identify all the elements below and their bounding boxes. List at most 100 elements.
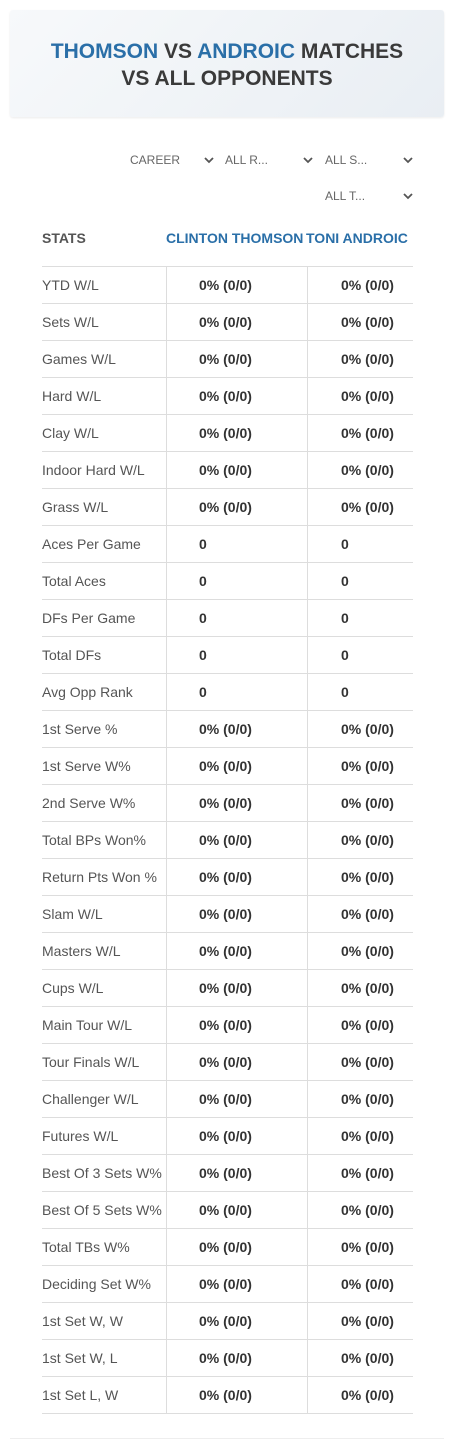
stat-label: Masters W/L xyxy=(42,933,167,969)
stat-value: 0% (0/0) xyxy=(341,1054,394,1070)
stat-label: Indoor Hard W/L xyxy=(42,452,167,488)
column-header[interactable]: TONI ANDROIC xyxy=(306,230,408,246)
stat-value: 0% (0/0) xyxy=(167,1340,308,1376)
chevron xyxy=(303,157,313,164)
stat-value: 0% (0/0) xyxy=(341,832,394,848)
stat-value: 0% (0/0) xyxy=(341,721,394,737)
stat-value: 0% (0/0) xyxy=(341,1313,394,1329)
stat-label: Total BPs Won% xyxy=(42,822,167,858)
column-header[interactable]: CLINTON THOMSON xyxy=(166,230,304,246)
stat-value: 0 xyxy=(341,573,349,589)
stat-label: Clay W/L xyxy=(42,415,167,451)
stat-value: 0% (0/0) xyxy=(167,1377,308,1413)
chevron xyxy=(204,157,214,164)
dropdown-label: CAREER xyxy=(130,153,181,167)
stat-row: Avg Opp Rank 0 0 xyxy=(42,674,413,711)
title-vs: VS xyxy=(163,40,192,63)
dropdown[interactable]: ALL S... xyxy=(325,150,413,170)
stat-value: 0% (0/0) xyxy=(341,795,394,811)
stat-value: 0% (0/0) xyxy=(167,970,308,1006)
stat-value: 0% (0/0) xyxy=(167,1081,308,1117)
stat-row: Futures W/L 0% (0/0) 0% (0/0) xyxy=(42,1118,413,1155)
stat-value: 0% (0/0) xyxy=(167,489,308,525)
stat-row: 1st Serve W% 0% (0/0) 0% (0/0) xyxy=(42,748,413,785)
dropdown-label: ALL R... xyxy=(225,153,268,167)
dropdown[interactable]: ALL R... xyxy=(225,150,313,170)
stat-label: Best Of 5 Sets W% xyxy=(42,1192,167,1228)
stat-label: 1st Set W, L xyxy=(42,1340,167,1376)
stat-value: 0% (0/0) xyxy=(341,1350,394,1366)
stat-label: Games W/L xyxy=(42,341,167,377)
stat-value: 0% (0/0) xyxy=(341,314,394,330)
chevron xyxy=(403,157,413,164)
dropdown-label: ALL T... xyxy=(325,189,366,203)
stat-value: 0% (0/0) xyxy=(341,388,394,404)
dropdown[interactable]: CAREER xyxy=(130,150,214,170)
title-text: MATCHES xyxy=(300,40,404,63)
stat-value: 0% (0/0) xyxy=(341,277,394,293)
chevron xyxy=(403,193,413,200)
stat-value: 0% (0/0) xyxy=(167,452,308,488)
stat-row: Aces Per Game 0 0 xyxy=(42,526,413,563)
stat-value: 0 xyxy=(167,526,308,562)
stat-label: Total Aces xyxy=(42,563,167,599)
header: THOMSON VS ANDROIC MATCHES VS ALL OPPONEN… xyxy=(10,10,444,117)
stat-label: 1st Set L, W xyxy=(42,1377,167,1413)
stat-label: Grass W/L xyxy=(42,489,167,525)
stat-value: 0% (0/0) xyxy=(167,1007,308,1043)
stat-value: 0 xyxy=(341,647,349,663)
stat-row: Slam W/L 0% (0/0) 0% (0/0) xyxy=(42,896,413,933)
dropdown[interactable]: ALL T... xyxy=(325,186,413,206)
stat-label: Slam W/L xyxy=(42,896,167,932)
stat-value: 0% (0/0) xyxy=(167,822,308,858)
stat-value: 0 xyxy=(167,563,308,599)
stat-label: Main Tour W/L xyxy=(42,1007,167,1043)
title: THOMSON VS ANDROIC MATCHES VS ALL OPPONEN… xyxy=(10,10,444,92)
stat-label: Futures W/L xyxy=(42,1118,167,1154)
stat-row: 1st Serve % 0% (0/0) 0% (0/0) xyxy=(42,711,413,748)
stat-value: 0 xyxy=(341,684,349,700)
stat-label: 2nd Serve W% xyxy=(42,785,167,821)
column-header: STATS xyxy=(42,230,86,246)
stat-label: Hard W/L xyxy=(42,378,167,414)
stat-label: Cups W/L xyxy=(42,970,167,1006)
dropdown-label: ALL S... xyxy=(325,153,368,167)
stat-value: 0% (0/0) xyxy=(341,1017,394,1033)
stat-value: 0% (0/0) xyxy=(341,1239,394,1255)
stat-label: Deciding Set W% xyxy=(42,1266,167,1302)
stat-row: Masters W/L 0% (0/0) 0% (0/0) xyxy=(42,933,413,970)
stat-value: 0 xyxy=(341,610,349,626)
stat-row: Sets W/L 0% (0/0) 0% (0/0) xyxy=(42,304,413,341)
player1-name: THOMSON xyxy=(50,40,159,63)
stat-value: 0 xyxy=(341,536,349,552)
stat-row: YTD W/L 0% (0/0) 0% (0/0) xyxy=(42,267,413,304)
stat-value: 0% (0/0) xyxy=(167,711,308,747)
stat-label: Best Of 3 Sets W% xyxy=(42,1155,167,1191)
stat-value: 0% (0/0) xyxy=(167,896,308,932)
stat-value: 0% (0/0) xyxy=(341,943,394,959)
stat-value: 0% (0/0) xyxy=(167,304,308,340)
stat-value: 0% (0/0) xyxy=(341,1165,394,1181)
stat-value: 0% (0/0) xyxy=(167,378,308,414)
stat-label: Total TBs W% xyxy=(42,1229,167,1265)
stat-label: Challenger W/L xyxy=(42,1081,167,1117)
stat-value: 0% (0/0) xyxy=(167,785,308,821)
stat-value: 0% (0/0) xyxy=(341,869,394,885)
stat-value: 0% (0/0) xyxy=(341,1387,394,1403)
stat-row: Deciding Set W% 0% (0/0) 0% (0/0) xyxy=(42,1266,413,1303)
stat-row: Best Of 5 Sets W% 0% (0/0) 0% (0/0) xyxy=(42,1192,413,1229)
stat-row: DFs Per Game 0 0 xyxy=(42,600,413,637)
stat-row: Grass W/L 0% (0/0) 0% (0/0) xyxy=(42,489,413,526)
stat-row: Clay W/L 0% (0/0) 0% (0/0) xyxy=(42,415,413,452)
stat-value: 0% (0/0) xyxy=(167,1266,308,1302)
stat-value: 0% (0/0) xyxy=(341,462,394,478)
stat-value: 0% (0/0) xyxy=(167,1303,308,1339)
stat-row: Cups W/L 0% (0/0) 0% (0/0) xyxy=(42,970,413,1007)
stat-value: 0 xyxy=(167,674,308,710)
stat-row: Total Aces 0 0 xyxy=(42,563,413,600)
player2-name: ANDROIC xyxy=(197,40,296,63)
stat-value: 0% (0/0) xyxy=(341,758,394,774)
stat-row: 1st Set W, W 0% (0/0) 0% (0/0) xyxy=(42,1303,413,1340)
stat-value: 0% (0/0) xyxy=(341,425,394,441)
